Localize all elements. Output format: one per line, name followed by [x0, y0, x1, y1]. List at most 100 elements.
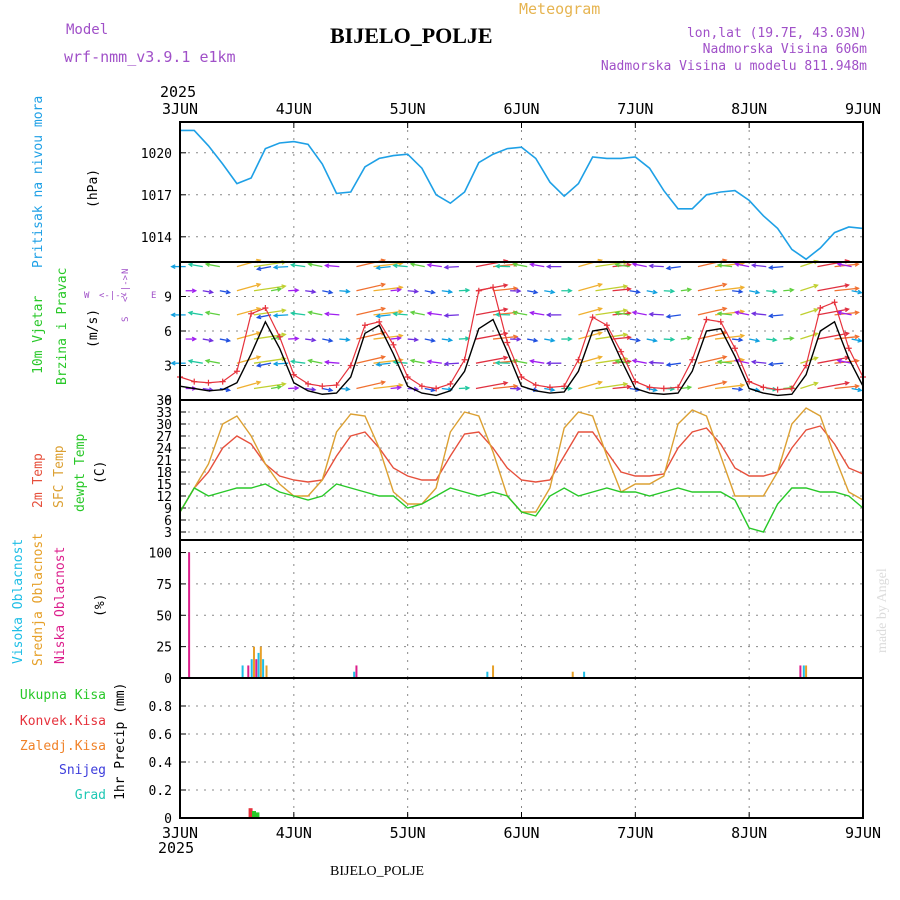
- cloud-bar-low: [799, 665, 802, 678]
- wind-gust-marker: [305, 380, 312, 387]
- wind-arrowhead: [225, 289, 232, 295]
- wind-arrowhead: [716, 311, 723, 317]
- wind-arrow: [424, 290, 435, 294]
- xtick-label-bottom: 5JUN: [390, 824, 426, 842]
- page-title: BIJELO_POLJE: [330, 23, 493, 48]
- wind-gust-marker: [618, 348, 625, 355]
- wind-arrowhead: [256, 282, 262, 288]
- wind-arrow: [783, 289, 794, 292]
- wind-arrowhead: [294, 385, 300, 391]
- wind-arrow: [339, 290, 350, 293]
- wind-arrow: [666, 314, 681, 318]
- wind-arrowhead: [396, 385, 402, 391]
- wind-gust-marker: [518, 374, 525, 380]
- wind-arrow: [356, 307, 385, 316]
- wind-arrow: [274, 314, 289, 317]
- wind-arrow: [680, 337, 691, 340]
- wind-arrow: [305, 338, 316, 342]
- wind-arrowhead: [844, 307, 850, 313]
- wind-arrowhead: [652, 289, 658, 295]
- wind-arrowhead: [734, 262, 740, 267]
- wind-arrowhead: [256, 355, 262, 360]
- wind-arrow: [236, 283, 261, 292]
- wind-arrow: [390, 386, 401, 390]
- wind-arrow: [274, 265, 289, 269]
- wind-arrowhead: [686, 287, 693, 293]
- wind-arrowhead: [255, 362, 262, 368]
- wind-arrowhead: [545, 264, 552, 270]
- wind-arrowhead: [686, 385, 693, 390]
- wind-gust-marker: [461, 356, 468, 363]
- wind-arrow: [800, 332, 818, 340]
- wind-arrowhead: [409, 358, 416, 364]
- xtick-label-bottom: 3JUN: [162, 824, 198, 842]
- wind-gust-marker: [831, 299, 838, 306]
- wind-gust-marker: [603, 322, 610, 329]
- wind-arrow: [851, 338, 862, 342]
- wind-arrowhead: [722, 306, 728, 312]
- wind-arrowhead: [665, 313, 671, 319]
- cloud-bar-mid: [252, 646, 255, 678]
- wind-arrowhead: [533, 289, 539, 295]
- wind-arrowhead: [648, 263, 654, 269]
- cloud-bar-high: [802, 665, 805, 678]
- wind-arrowhead: [272, 313, 279, 318]
- ytick-label: 15: [156, 478, 172, 493]
- xtick-label-bottom: 4JUN: [276, 824, 312, 842]
- cloud-bar-mid: [571, 671, 574, 678]
- compass-legend: W E <-|-> N <-|-> S: [84, 269, 156, 322]
- wind-arrow: [544, 290, 555, 294]
- wind-gust-marker: [703, 316, 710, 323]
- ytick-label: 50: [156, 609, 172, 624]
- wind-arrow: [376, 265, 391, 269]
- wind-arrowhead: [648, 311, 654, 317]
- wind-arrowhead: [754, 289, 761, 295]
- wind-arrow: [376, 362, 391, 366]
- wind-arrow: [202, 338, 213, 342]
- wind-gust-marker: [504, 339, 511, 346]
- wind-gust-marker: [248, 310, 255, 317]
- wind-gust-marker: [660, 385, 667, 392]
- wind-arrowhead: [307, 310, 313, 316]
- wind-arrow: [834, 385, 859, 390]
- ytick-label: 1017: [141, 189, 172, 204]
- wind-arrow: [441, 290, 452, 293]
- wind-gust-marker: [575, 356, 582, 363]
- wind-arrow: [615, 263, 630, 268]
- wind-arrowhead: [597, 307, 603, 312]
- wind-arrow: [578, 307, 602, 316]
- wind-arrowhead: [529, 310, 535, 316]
- wind-arrowhead: [772, 289, 778, 294]
- cloud-bar-low: [355, 665, 358, 678]
- wind-arrowhead: [550, 387, 556, 392]
- wind-gust-marker: [589, 314, 596, 321]
- wind-arrowhead: [550, 337, 556, 343]
- precip-bar-total: [251, 811, 256, 818]
- wind-arrow: [219, 338, 230, 342]
- wind-arrow: [424, 338, 435, 342]
- wind-arrowhead: [516, 336, 522, 342]
- wind-arrow: [325, 264, 340, 268]
- wind-arrowhead: [854, 262, 860, 267]
- wind-arrow: [339, 338, 350, 341]
- wind-arrowhead: [204, 310, 211, 316]
- wind-arrowhead: [430, 387, 436, 393]
- wind-arrowhead: [323, 263, 330, 269]
- wind-arrow: [783, 337, 794, 340]
- ytick-label: 0.8: [149, 700, 172, 715]
- wind-arrowhead: [170, 360, 176, 366]
- wind-arrowhead: [311, 337, 317, 343]
- wind-gust-marker: [817, 305, 824, 311]
- wind-gust-marker: [731, 345, 738, 352]
- wind-arrowhead: [294, 336, 300, 342]
- wind-arrowhead: [204, 262, 211, 268]
- wind-ylabel: 10m Vjetar: [31, 296, 46, 374]
- wind-gust-marker: [845, 345, 852, 352]
- wind-arrow: [270, 288, 282, 292]
- wind-arrowhead: [464, 385, 471, 391]
- wind-arrowhead: [323, 311, 330, 317]
- wind-arrowhead: [464, 287, 471, 293]
- wind-arrowhead: [597, 282, 603, 288]
- wind-gust-marker: [632, 378, 639, 385]
- wind-arrowhead: [750, 359, 757, 365]
